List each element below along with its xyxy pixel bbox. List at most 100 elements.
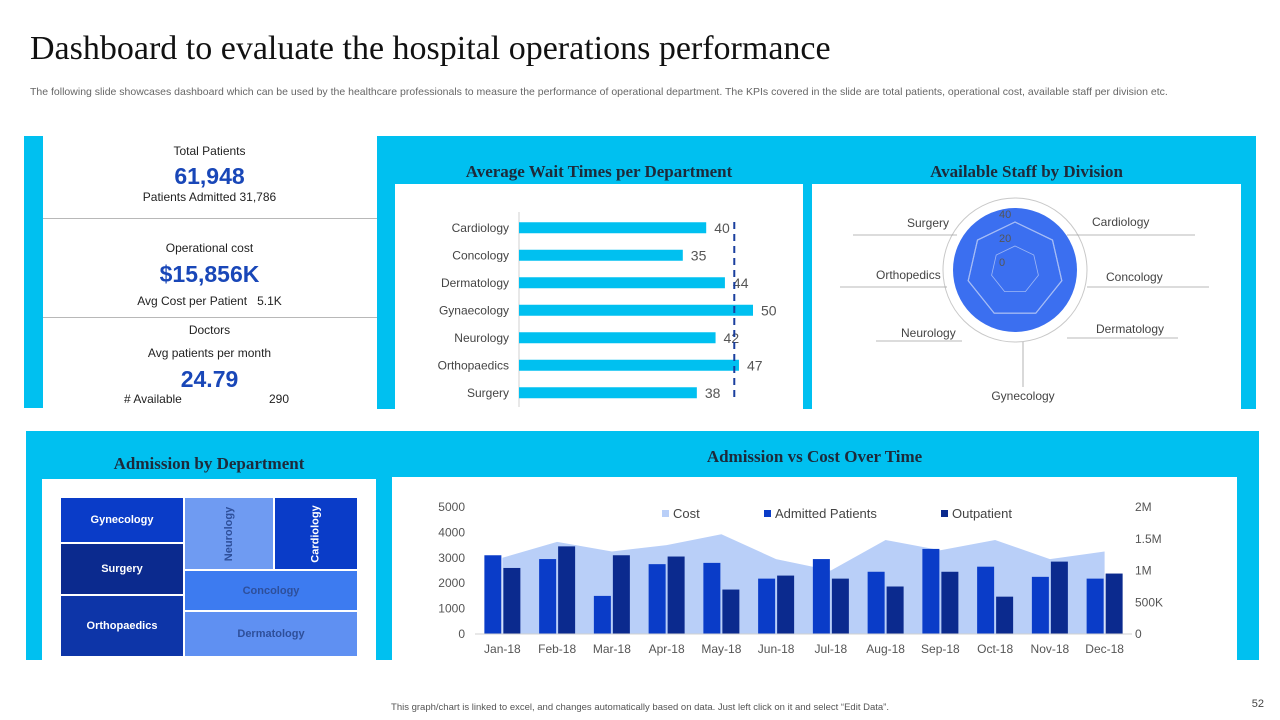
wait-times-title: Average Wait Times per Department xyxy=(465,162,733,181)
kpi-divider xyxy=(43,218,377,219)
footer-note: This graph/chart is linked to excel, and… xyxy=(391,702,889,713)
treemap-label: Surgery xyxy=(101,563,143,575)
wait-category-label: Dermatology xyxy=(441,276,509,290)
x-tick-label: May-18 xyxy=(701,642,741,656)
wait-bar xyxy=(519,277,725,289)
legend-swatch xyxy=(662,510,669,517)
wait-bar xyxy=(519,304,753,316)
radar-grid xyxy=(967,221,1063,314)
outpatient-bar xyxy=(941,571,959,634)
treemap-tile: Gynecology xyxy=(60,497,184,543)
page-title: Dashboard to evaluate the hospital opera… xyxy=(30,30,831,67)
top-band-left-strip xyxy=(24,136,43,408)
radar-category-label: Neurology xyxy=(901,326,956,340)
legend-label: Cost xyxy=(673,506,700,521)
right-tick-label: 0 xyxy=(1135,627,1142,641)
kpi-divider xyxy=(43,317,377,318)
treemap-tile: Orthopaedics xyxy=(60,595,184,657)
wait-value-label: 47 xyxy=(747,357,763,373)
admitted-bar xyxy=(1086,578,1104,634)
treemap: Gynecology Surgery Orthopaedics Neurology Ca… xyxy=(60,497,358,657)
right-tick-label: 1M xyxy=(1135,564,1152,578)
wait-bar xyxy=(519,222,707,234)
radar-grid xyxy=(991,245,1039,292)
operational-cost-value: $15,856K xyxy=(159,261,260,287)
wait-category-label: Gynaecology xyxy=(439,303,509,317)
x-tick-label: Aug-18 xyxy=(866,642,905,656)
wait-bar xyxy=(519,359,739,371)
admission-cost-chart: 0 1000 2000 3000 4000 5000 0 500K 1M 1.5M 2M Jan-18… xyxy=(438,500,1163,656)
left-tick-label: 1000 xyxy=(438,602,465,616)
avg-patients-label: Avg patients per month xyxy=(147,346,272,360)
left-tick-label: 5000 xyxy=(438,500,465,514)
treemap-label: Concology xyxy=(242,584,300,597)
wait-value-label: 50 xyxy=(761,302,777,318)
x-tick-label: Jul-18 xyxy=(815,642,848,656)
staff-radar-chart: 0 20 40 Cardiology Concology Dermatology Gynec… xyxy=(840,197,1209,403)
page-number: 52 xyxy=(1251,698,1264,710)
outpatient-bar xyxy=(612,555,630,634)
radar-category-label: Concology xyxy=(1106,270,1163,284)
legend-label: Admitted Patients xyxy=(775,506,877,521)
legend-label: Outpatient xyxy=(952,506,1012,521)
outpatient-bar xyxy=(503,567,521,634)
avg-patients-value: 24.79 xyxy=(180,366,239,392)
radar-outer-ring xyxy=(942,197,1088,343)
outpatient-bar xyxy=(1105,573,1123,634)
wait-category-label: Concology xyxy=(452,248,509,262)
x-tick-label: Sep-18 xyxy=(921,642,960,656)
patients-admitted: Patients Admitted 31,786 xyxy=(142,190,277,204)
wait-value-label: 42 xyxy=(724,330,740,346)
admitted-bar xyxy=(703,562,721,634)
radar-tick-label: 0 xyxy=(999,257,1005,269)
doctors-label: Doctors xyxy=(188,323,231,337)
page-subtitle: The following slide showcases dashboard … xyxy=(30,86,1168,98)
admitted-bar xyxy=(593,595,611,634)
outpatient-bar xyxy=(667,556,685,634)
available-value: 290 xyxy=(269,392,290,406)
staff-title: Available Staff by Division xyxy=(930,162,1123,181)
admitted-bar xyxy=(977,566,995,634)
radar-category-label: Surgery xyxy=(907,216,949,230)
treemap-tile: Surgery xyxy=(60,543,184,595)
outpatient-bar xyxy=(722,589,740,634)
wait-category-label: Neurology xyxy=(454,331,509,345)
admission-cost-title: Admission vs Cost Over Time xyxy=(706,447,923,466)
right-tick-label: 1.5M xyxy=(1135,532,1162,546)
outpatient-bar xyxy=(831,578,849,634)
treemap-label: Orthopaedics xyxy=(86,620,158,632)
x-tick-label: Dec-18 xyxy=(1085,642,1124,656)
admitted-bar xyxy=(867,571,885,634)
treemap-title: Admission by Department xyxy=(113,454,305,473)
wait-times-chart: Cardiology 40 Concology 35 Dermatology 44 Gyna… xyxy=(438,212,777,407)
right-tick-label: 500K xyxy=(1135,595,1163,609)
kpi-panel xyxy=(43,128,377,409)
left-tick-label: 4000 xyxy=(438,525,465,539)
wait-value-label: 38 xyxy=(705,385,721,401)
admitted-bar xyxy=(648,564,666,634)
treemap-label: Cardiology xyxy=(309,504,322,563)
treemap-label: Neurology xyxy=(223,506,235,561)
wait-bar xyxy=(519,332,716,344)
x-tick-label: Oct-18 xyxy=(977,642,1013,656)
wait-value-label: 40 xyxy=(714,220,730,236)
right-tick-label: 2M xyxy=(1135,500,1152,514)
wait-bar xyxy=(519,387,697,399)
wait-category-label: Cardiology xyxy=(452,221,509,235)
wait-value-label: 35 xyxy=(691,247,707,263)
x-tick-label: Jan-18 xyxy=(484,642,521,656)
admitted-bar xyxy=(922,548,940,634)
wait-value-label: 44 xyxy=(733,275,749,291)
legend-swatch xyxy=(941,510,948,517)
x-tick-label: Apr-18 xyxy=(649,642,685,656)
admitted-bar xyxy=(539,559,557,634)
admitted-bar xyxy=(1031,576,1049,634)
outpatient-bar xyxy=(886,586,904,634)
treemap-tile: Cardiology xyxy=(274,497,358,570)
legend-swatch xyxy=(764,510,771,517)
x-tick-label: Jun-18 xyxy=(758,642,795,656)
total-patients-value: 61,948 xyxy=(174,163,245,189)
outpatient-bar xyxy=(1050,561,1068,634)
treemap-tile: Neurology xyxy=(184,497,274,570)
wait-bar xyxy=(519,249,683,261)
